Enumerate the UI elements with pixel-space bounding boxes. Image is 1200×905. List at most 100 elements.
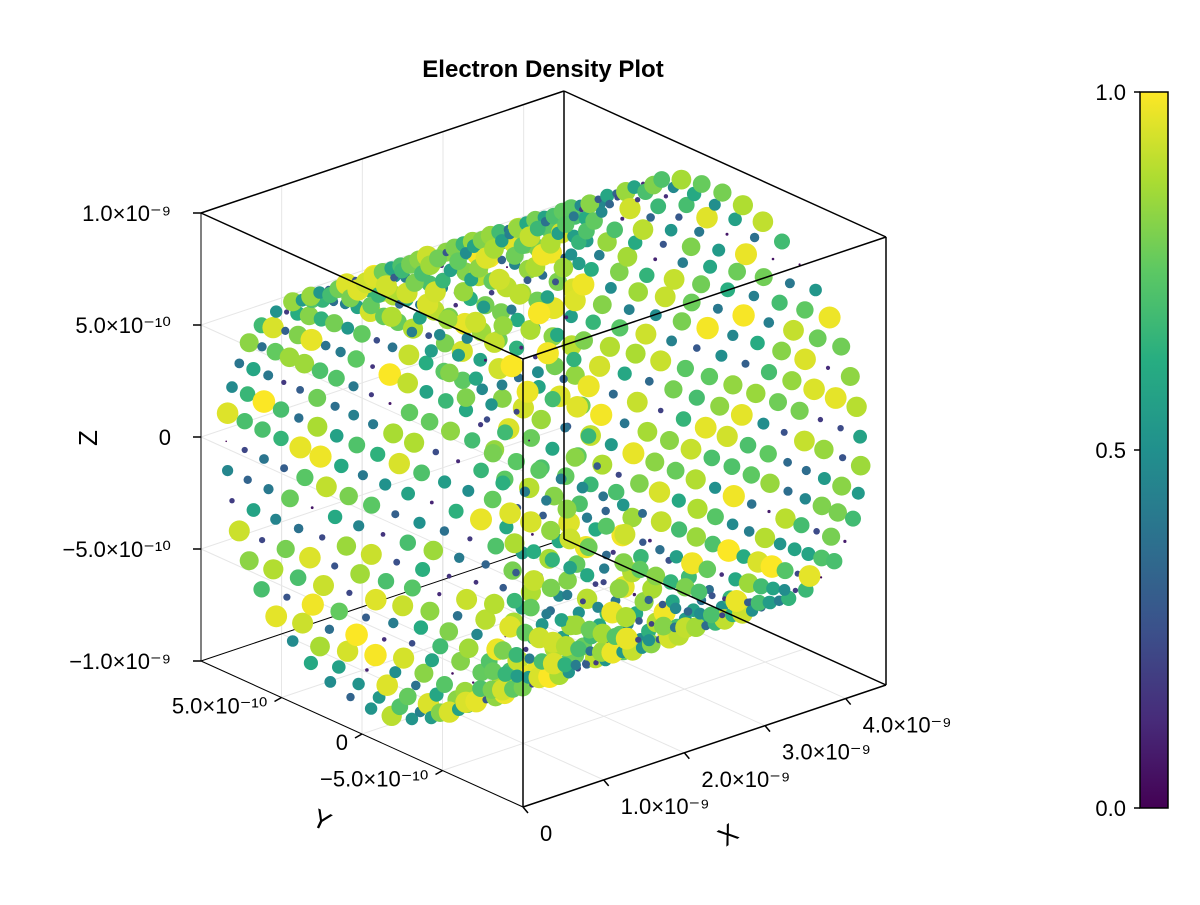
data-point <box>429 500 434 505</box>
data-point <box>234 358 245 369</box>
data-point <box>257 342 267 352</box>
data-point <box>513 408 520 415</box>
data-point <box>452 611 463 621</box>
data-point <box>623 304 635 315</box>
data-point <box>572 273 595 296</box>
data-point <box>749 232 760 243</box>
data-point <box>488 268 510 290</box>
data-point <box>446 573 452 579</box>
data-point <box>509 284 530 305</box>
data-point <box>703 259 718 274</box>
x-tick-label: 1.0×10⁻⁹ <box>621 794 710 819</box>
data-point <box>663 269 685 290</box>
data-point <box>353 325 371 343</box>
data-point <box>265 605 288 628</box>
data-point <box>625 343 646 364</box>
data-point <box>530 461 548 479</box>
data-point <box>766 581 780 596</box>
data-point <box>597 517 615 535</box>
data-point <box>399 534 416 551</box>
data-point <box>687 498 708 519</box>
data-point <box>594 249 605 261</box>
data-point <box>552 278 559 286</box>
data-point <box>313 575 334 596</box>
data-point <box>246 362 261 377</box>
data-point <box>595 206 608 218</box>
data-point <box>592 601 604 613</box>
data-point <box>671 521 688 538</box>
data-point <box>753 578 770 595</box>
data-point <box>483 490 502 509</box>
data-point <box>383 423 404 444</box>
data-point <box>458 403 474 418</box>
data-point <box>772 341 791 361</box>
data-point <box>329 429 344 443</box>
data-point <box>335 346 346 358</box>
data-point <box>580 194 600 214</box>
data-point <box>610 262 629 282</box>
axis-edge <box>563 538 887 686</box>
data-point <box>634 197 641 203</box>
data-point <box>686 617 706 637</box>
z-tick-label: 1.0×10⁻⁹ <box>82 201 171 226</box>
data-point <box>493 389 512 408</box>
data-point <box>522 429 540 447</box>
data-point <box>584 262 599 277</box>
data-point <box>456 588 478 610</box>
data-point <box>694 416 717 439</box>
data-point <box>671 493 686 508</box>
data-point <box>635 617 643 625</box>
data-point <box>716 425 738 447</box>
data-point <box>617 366 632 381</box>
data-point <box>523 646 529 653</box>
data-point <box>495 234 509 248</box>
data-point <box>388 452 410 475</box>
data-point <box>350 564 370 584</box>
data-point <box>559 528 581 550</box>
data-point <box>626 391 648 413</box>
data-point <box>301 593 324 616</box>
axis-edge <box>200 212 524 360</box>
data-point <box>669 602 682 614</box>
data-point <box>239 333 259 353</box>
data-point <box>803 378 825 401</box>
data-point <box>798 263 801 266</box>
data-point <box>646 213 655 222</box>
data-point <box>557 499 577 519</box>
x-tick-mark <box>683 752 690 760</box>
data-point <box>851 486 865 500</box>
data-point <box>510 312 525 328</box>
data-point <box>228 520 250 542</box>
data-point <box>594 195 603 204</box>
data-point <box>539 511 547 520</box>
data-point <box>520 511 542 533</box>
data-point <box>378 363 402 386</box>
data-point <box>742 466 760 484</box>
data-point <box>719 612 726 619</box>
colorbar-tick-label: 1.0 <box>1095 80 1126 105</box>
data-point <box>438 475 452 489</box>
data-point <box>783 486 793 496</box>
data-point <box>750 594 767 611</box>
data-point <box>783 457 792 467</box>
data-point <box>357 470 368 481</box>
data-point <box>633 549 649 565</box>
data-point <box>294 353 315 374</box>
data-point <box>600 579 607 586</box>
data-point <box>493 641 513 660</box>
data-point <box>370 364 375 369</box>
data-point <box>331 562 339 570</box>
data-point <box>660 431 679 450</box>
data-point <box>325 314 344 333</box>
data-point <box>605 199 614 209</box>
data-point <box>468 371 483 386</box>
data-point <box>622 507 642 528</box>
data-point <box>523 276 532 285</box>
data-point <box>712 243 726 257</box>
data-point <box>703 606 720 624</box>
data-point <box>309 445 332 468</box>
data-point <box>648 481 671 503</box>
data-point <box>456 388 476 407</box>
data-point <box>614 523 636 545</box>
data-point <box>700 367 719 386</box>
